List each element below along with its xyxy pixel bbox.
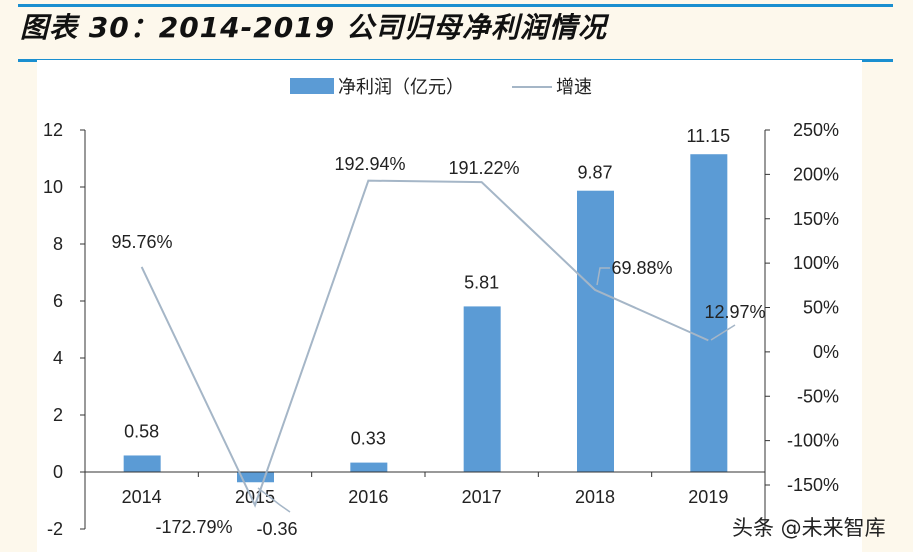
- line-data-label: -172.79%: [155, 517, 232, 537]
- bar-data-label: 0.58: [124, 421, 159, 441]
- line-data-label: 95.76%: [111, 232, 172, 252]
- bar-data-label: -0.36: [256, 519, 297, 539]
- bar-data-label: 0.33: [351, 429, 386, 449]
- right-axis-tick-label: 200%: [793, 164, 839, 184]
- bar-data-label: 5.81: [464, 272, 499, 292]
- line-data-label: 192.94%: [334, 154, 405, 174]
- bar-data-label: 11.15: [686, 126, 730, 146]
- x-axis-tick-label: 2015: [235, 487, 275, 507]
- right-axis-tick-label: 0%: [813, 342, 839, 362]
- left-axis-tick-label: 12: [43, 120, 63, 140]
- legend-line-label: 增速: [556, 77, 592, 97]
- bar-2019: [690, 154, 728, 472]
- bar-data-label: 9.87: [577, 163, 612, 183]
- right-axis-tick-label: 150%: [793, 209, 839, 229]
- legend-bar-swatch: [290, 78, 334, 94]
- line-data-label: 12.97%: [704, 302, 765, 322]
- right-axis-tick-label: 50%: [803, 298, 839, 318]
- bar-2015: [237, 472, 274, 483]
- right-axis-tick-label: -100%: [787, 431, 839, 451]
- left-axis-tick-label: 6: [53, 291, 63, 311]
- left-axis-tick-label: 2: [53, 405, 63, 425]
- left-axis-tick-label: 10: [43, 177, 63, 197]
- leader-line: [710, 324, 736, 341]
- x-axis-tick-label: 2018: [575, 487, 615, 507]
- bar-2017: [463, 306, 501, 472]
- line-data-label: 191.22%: [448, 158, 519, 178]
- figure-title: 图表 30：2014-2019 公司归母净利润情况: [20, 11, 607, 44]
- right-axis-tick-label: -50%: [797, 386, 839, 406]
- right-axis-tick-label: -150%: [787, 475, 839, 495]
- bar-2016: [350, 462, 388, 472]
- right-axis-tick-label: 250%: [793, 120, 839, 140]
- leader-line: [257, 487, 291, 513]
- x-axis-tick-label: 2014: [122, 487, 162, 507]
- x-axis-tick-label: 2016: [348, 487, 388, 507]
- x-axis-tick-label: 2017: [462, 487, 502, 507]
- left-axis-tick-label: -2: [47, 519, 63, 539]
- bar-2018: [577, 190, 614, 472]
- watermark: 头条 @未来智库: [732, 516, 886, 540]
- legend-bar-label: 净利润（亿元）: [338, 77, 464, 97]
- growth-line: [140, 179, 709, 508]
- right-axis-tick-label: 100%: [793, 253, 839, 273]
- top-rule: [18, 4, 893, 7]
- x-axis-tick-label: 2019: [688, 487, 728, 507]
- leader-line: [596, 267, 610, 286]
- line-data-label: 69.88%: [611, 258, 672, 278]
- left-axis-tick-label: 0: [53, 462, 63, 482]
- bar-2014: [123, 455, 161, 472]
- left-axis-tick-label: 4: [53, 348, 63, 368]
- left-axis-tick-label: 8: [53, 234, 63, 254]
